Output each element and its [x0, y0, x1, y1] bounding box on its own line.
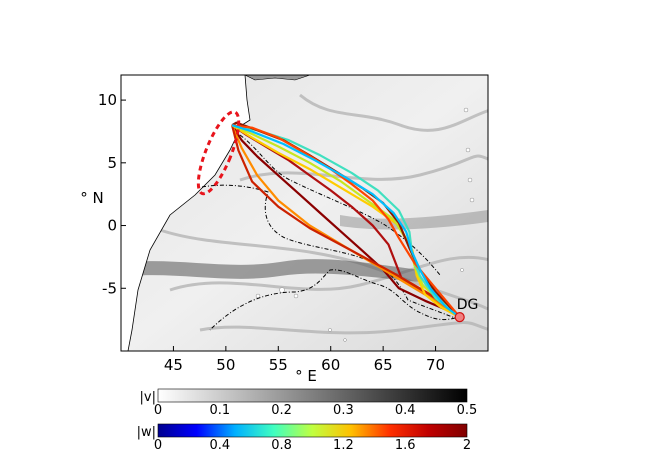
annotation-dg: DG	[457, 297, 479, 313]
map-panel	[121, 75, 488, 351]
colorbar-v-tick-label: 0.5	[457, 403, 478, 418]
velocity-streak	[299, 93, 488, 132]
colorbar-v-bar	[157, 388, 468, 403]
y-axis-ticks: 10 5 0 -5	[98, 91, 126, 297]
velocity-streak	[239, 154, 488, 182]
island	[463, 107, 469, 113]
colorbar-v-tick-label: 0.3	[333, 403, 354, 418]
x-tick-label: 70	[426, 356, 445, 374]
colorbar-w-ticks: 0 0.4 0.8 1.2 1.6 2	[154, 438, 471, 449]
colorbar-w-label: |w|	[137, 425, 156, 440]
islands	[255, 107, 475, 342]
plot-frame	[120, 74, 489, 352]
island	[343, 338, 347, 342]
colorbar-v-ticks: 0 0.1 0.2 0.3 0.4 0.5	[154, 403, 477, 418]
trajectories	[231, 121, 461, 319]
land-arabia	[244, 75, 311, 81]
colorbar-w-tick-label: 0	[154, 438, 162, 449]
y-tick-label: 5	[107, 154, 117, 172]
colorbar-v-tick-label: 0	[154, 403, 162, 418]
y-tick-label: 10	[98, 91, 117, 109]
colorbar-w-tick-label: 1.2	[333, 438, 354, 449]
island	[279, 287, 285, 293]
island	[465, 147, 471, 153]
y-axis-label: ° N	[80, 189, 104, 207]
trajectory-line	[231, 124, 461, 319]
colorbar-w-tick-label: 0.4	[209, 438, 230, 449]
dashed-boundary	[239, 134, 441, 276]
trajectory-line	[231, 124, 461, 318]
colorbar-w-tick-label: 1.6	[395, 438, 416, 449]
x-axis-ticks: 45 50 55 60 65 70	[164, 346, 445, 374]
x-axis-label: ° E	[295, 367, 317, 385]
x-tick-label: 55	[269, 356, 288, 374]
trajectory-line	[231, 124, 461, 319]
dg-marker	[454, 312, 465, 323]
x-tick-label: 60	[321, 356, 340, 374]
origin-ellipse	[196, 110, 241, 196]
colorbar-w-tick-label: 2	[463, 438, 471, 449]
colorbar-v-label: |v|	[140, 390, 156, 405]
island	[293, 293, 299, 299]
colorbar-v: |v| 0 0.1 0.2 0.3 0.4 0.5	[140, 388, 477, 418]
colorbar-v-tick-label: 0.4	[395, 403, 416, 418]
island	[469, 197, 475, 203]
y-tick-label: 0	[107, 217, 117, 235]
velocity-streak	[199, 321, 488, 335]
island	[328, 328, 332, 332]
colorbar-v-tick-label: 0.1	[209, 403, 230, 418]
x-tick-label: 65	[374, 356, 393, 374]
x-tick-label: 45	[164, 356, 183, 374]
colorbar-v-tick-label: 0.2	[271, 403, 292, 418]
colorbar-w: |w| 0 0.4 0.8 1.2 1.6 2	[137, 423, 471, 449]
colorbar-w-tick-label: 0.8	[271, 438, 292, 449]
island	[460, 268, 464, 272]
y-tick-label: -5	[102, 279, 117, 297]
dark-current-band	[340, 210, 488, 230]
trajectory-line	[231, 124, 461, 318]
x-tick-label: 50	[216, 356, 235, 374]
dark-current-band	[130, 259, 420, 282]
island	[467, 177, 473, 183]
trajectory-line	[231, 124, 461, 318]
land-africa	[121, 75, 251, 351]
velocity-streak	[169, 255, 488, 292]
colorbar-w-bar	[157, 423, 468, 438]
